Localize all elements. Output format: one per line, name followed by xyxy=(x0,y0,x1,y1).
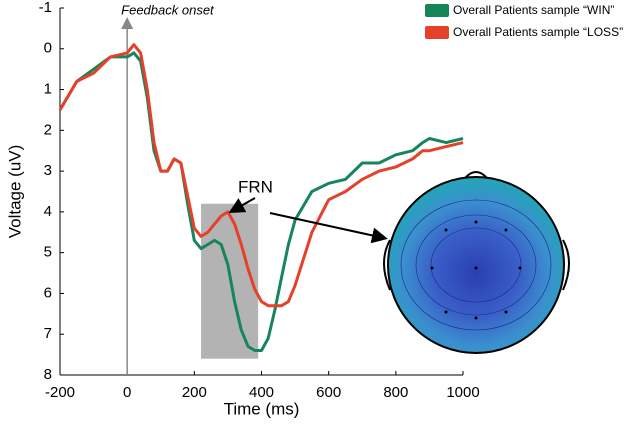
x-tick-label: 600 xyxy=(316,384,341,401)
x-tick-label: -200 xyxy=(45,384,75,401)
plot-area: FRN -1 0 1 2 3 4 5 6 7 8-200 0 200 400 600 800 1000 Time … xyxy=(5,0,479,418)
onset-label: Feedback onset xyxy=(121,2,215,17)
x-tick-label: 800 xyxy=(383,384,408,401)
y-tick-label: 8 xyxy=(44,366,52,383)
y-tick-label: -1 xyxy=(39,0,52,16)
frn-arrow xyxy=(269,212,388,244)
legend-swatch xyxy=(425,26,449,39)
x-tick-label: 400 xyxy=(249,384,274,401)
y-tick-label: 6 xyxy=(44,284,52,301)
x-axis-label: Time (ms) xyxy=(224,399,300,418)
y-axis-label: Voltage (uV) xyxy=(5,145,24,239)
frn-label: FRN xyxy=(238,177,273,196)
series-line xyxy=(58,43,464,308)
y-tick-label: 1 xyxy=(44,81,52,98)
legend-label: Overall Patients sample “WIN” xyxy=(453,3,614,17)
y-tick-label: 3 xyxy=(44,162,52,179)
y-tick-label: 7 xyxy=(44,325,52,342)
frn-pointer xyxy=(228,197,256,213)
y-tick-label: 0 xyxy=(44,40,52,57)
legend-label: Overall Patients sample “LOSS” xyxy=(453,25,623,39)
x-tick-label: 1000 xyxy=(446,384,479,401)
topomap xyxy=(383,171,570,354)
legend-swatch xyxy=(425,4,449,17)
y-tick-label: 5 xyxy=(44,244,52,261)
y-tick-label: 2 xyxy=(44,121,52,138)
x-tick-label: 200 xyxy=(182,384,207,401)
y-tick-label: 4 xyxy=(44,203,52,220)
x-tick-label: 0 xyxy=(123,384,131,401)
